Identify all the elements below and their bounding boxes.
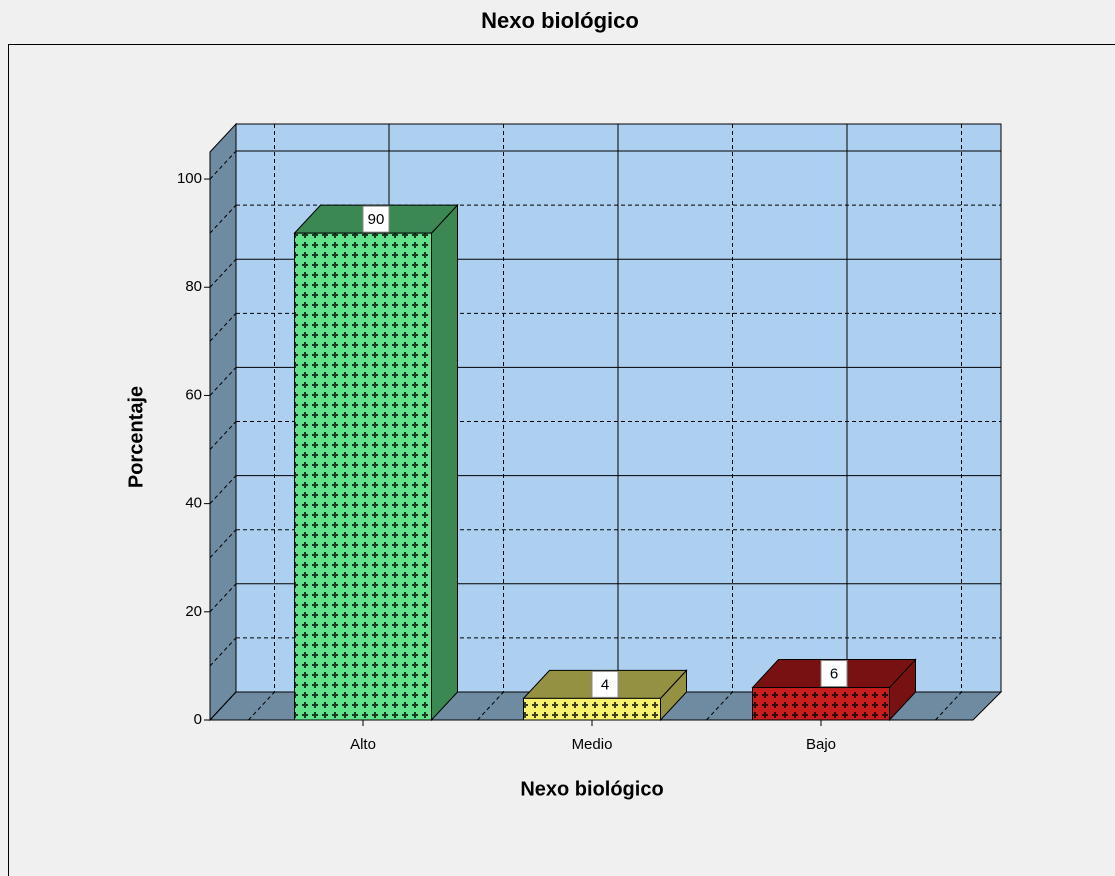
side-grid-line bbox=[209, 691, 237, 721]
side-wall bbox=[209, 122, 237, 722]
bar bbox=[294, 232, 432, 721]
y-tick-label: 100 bbox=[177, 170, 202, 187]
chart-title: Nexo biológico bbox=[481, 8, 639, 33]
value-label-box bbox=[820, 660, 848, 688]
side-minor-grid-line bbox=[209, 421, 237, 450]
floor-boundary-line bbox=[935, 691, 962, 721]
y-axis-label: Porcentaje bbox=[125, 386, 147, 488]
floor-boundary-line bbox=[706, 691, 733, 721]
x-tick-label: Bajo bbox=[806, 736, 836, 753]
y-tick-label: 80 bbox=[185, 278, 202, 295]
y-tick-label: 60 bbox=[185, 386, 202, 403]
bar bbox=[752, 687, 890, 721]
bar bbox=[523, 697, 661, 721]
side-minor-grid-line bbox=[209, 529, 237, 559]
y-tick-label: 20 bbox=[185, 603, 202, 620]
value-label-box bbox=[591, 670, 619, 698]
x-tick-label: Medio bbox=[572, 736, 613, 753]
floor-boundary-line bbox=[248, 691, 275, 721]
value-label: 90 bbox=[368, 211, 385, 228]
side-grid-line bbox=[209, 258, 237, 288]
x-tick-label: Alto bbox=[350, 736, 376, 753]
side-grid-line bbox=[209, 475, 237, 504]
side-grid-line bbox=[209, 367, 237, 396]
x-axis-label: Nexo biológico bbox=[520, 778, 663, 800]
bar-side bbox=[431, 203, 458, 722]
value-label-box bbox=[362, 205, 390, 233]
side-grid-line bbox=[209, 150, 237, 180]
value-label: 6 bbox=[830, 666, 838, 683]
value-label: 4 bbox=[601, 676, 609, 693]
floor-boundary-line bbox=[477, 691, 504, 721]
y-tick-label: 0 bbox=[194, 711, 202, 728]
y-tick-label: 40 bbox=[185, 495, 202, 512]
side-grid-line bbox=[209, 583, 237, 613]
side-minor-grid-line bbox=[209, 312, 237, 342]
side-minor-grid-line bbox=[209, 637, 237, 667]
side-minor-grid-line bbox=[209, 204, 237, 234]
